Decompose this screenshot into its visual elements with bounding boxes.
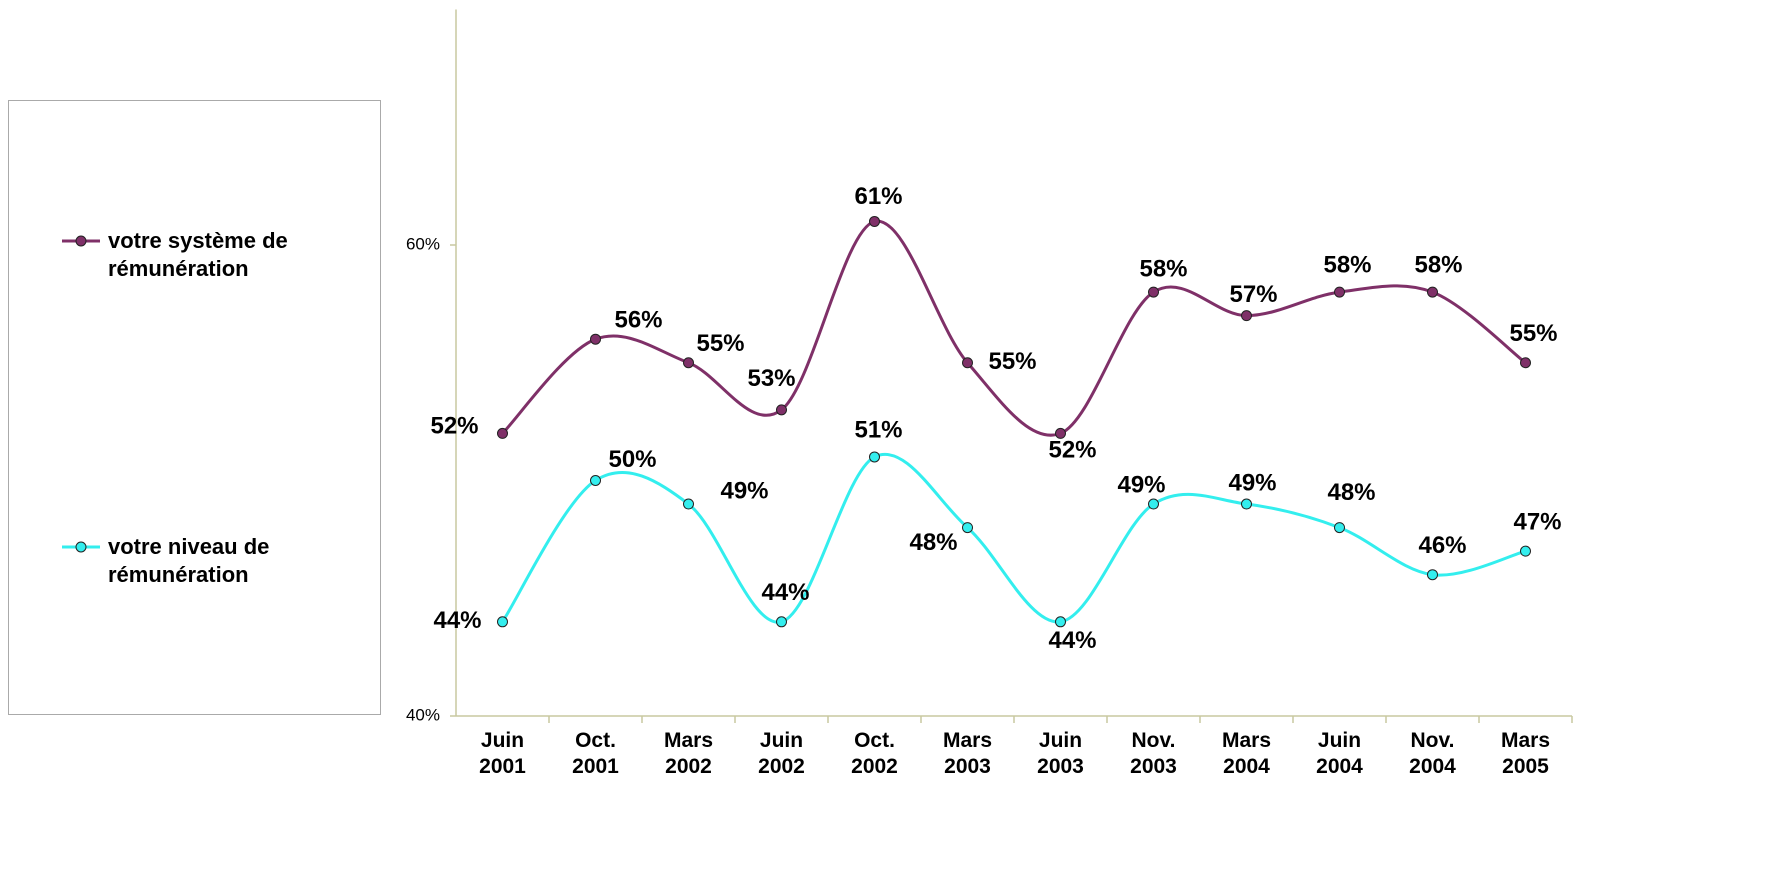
point [590, 333, 601, 345]
data-label: 61% [854, 183, 902, 210]
x-tick-label: Juin 2002 [758, 729, 805, 778]
x-tick-label: Nov. 2004 [1409, 729, 1456, 778]
data-label: 48% [1327, 479, 1375, 506]
point [1520, 357, 1531, 369]
point [1334, 286, 1345, 298]
point [869, 451, 880, 463]
point [1055, 616, 1066, 628]
point [776, 616, 787, 628]
data-label: 44% [1048, 627, 1096, 654]
x-tick-label: Oct. 2001 [572, 729, 619, 778]
x-tick-label: Oct. 2002 [851, 729, 898, 778]
point [1148, 286, 1159, 298]
data-label: 55% [988, 348, 1036, 375]
data-label: 58% [1139, 255, 1187, 282]
point [683, 357, 694, 369]
point [1427, 286, 1438, 298]
legend-label: votre niveau de rémunération [108, 534, 270, 587]
point [962, 357, 973, 369]
point [1520, 545, 1531, 557]
x-tick-label: Mars 2003 [942, 729, 993, 778]
data-label: 58% [1323, 251, 1371, 278]
x-tick-label: Mars 2002 [663, 729, 714, 778]
data-label: 50% [608, 446, 656, 473]
y-tick-label: 60% [406, 234, 440, 253]
point [869, 215, 880, 227]
point [776, 404, 787, 416]
point [1241, 310, 1252, 322]
point [683, 498, 694, 510]
x-tick-label: Juin 2001 [479, 729, 526, 778]
data-label: 46% [1418, 532, 1466, 559]
data-label: 56% [614, 307, 662, 334]
x-tick-label: Juin 2004 [1316, 729, 1363, 778]
point [1241, 498, 1252, 510]
legend-marker [75, 235, 87, 247]
legend-label: votre système de rémunération [108, 228, 288, 281]
data-label: 55% [696, 330, 744, 357]
point [497, 427, 508, 439]
data-label: 44% [761, 579, 809, 606]
x-tick-label: Mars 2005 [1500, 729, 1551, 778]
data-label: 48% [909, 529, 957, 556]
data-label: 49% [1117, 471, 1165, 498]
point [1055, 427, 1066, 439]
y-tick-label: 40% [406, 705, 440, 724]
x-tick-label: Mars 2004 [1221, 729, 1272, 778]
data-label: 57% [1229, 281, 1277, 308]
data-label: 53% [747, 365, 795, 392]
data-label: 52% [1048, 437, 1096, 464]
point [497, 616, 508, 628]
data-label: 51% [854, 416, 902, 443]
legend-marker [75, 541, 87, 553]
data-label: 49% [1228, 469, 1276, 496]
data-label: 58% [1414, 251, 1462, 278]
point [1334, 522, 1345, 534]
point [590, 475, 601, 486]
point [962, 522, 973, 534]
point [1427, 569, 1438, 581]
data-label: 47% [1513, 508, 1561, 535]
data-label: 55% [1509, 320, 1557, 347]
data-label: 52% [430, 413, 478, 440]
point [1148, 498, 1159, 510]
legend-box [8, 100, 381, 715]
data-label: 49% [720, 477, 768, 504]
x-tick-label: Nov. 2003 [1130, 729, 1177, 778]
x-tick-label: Juin 2003 [1037, 729, 1084, 778]
data-label: 44% [433, 607, 481, 634]
